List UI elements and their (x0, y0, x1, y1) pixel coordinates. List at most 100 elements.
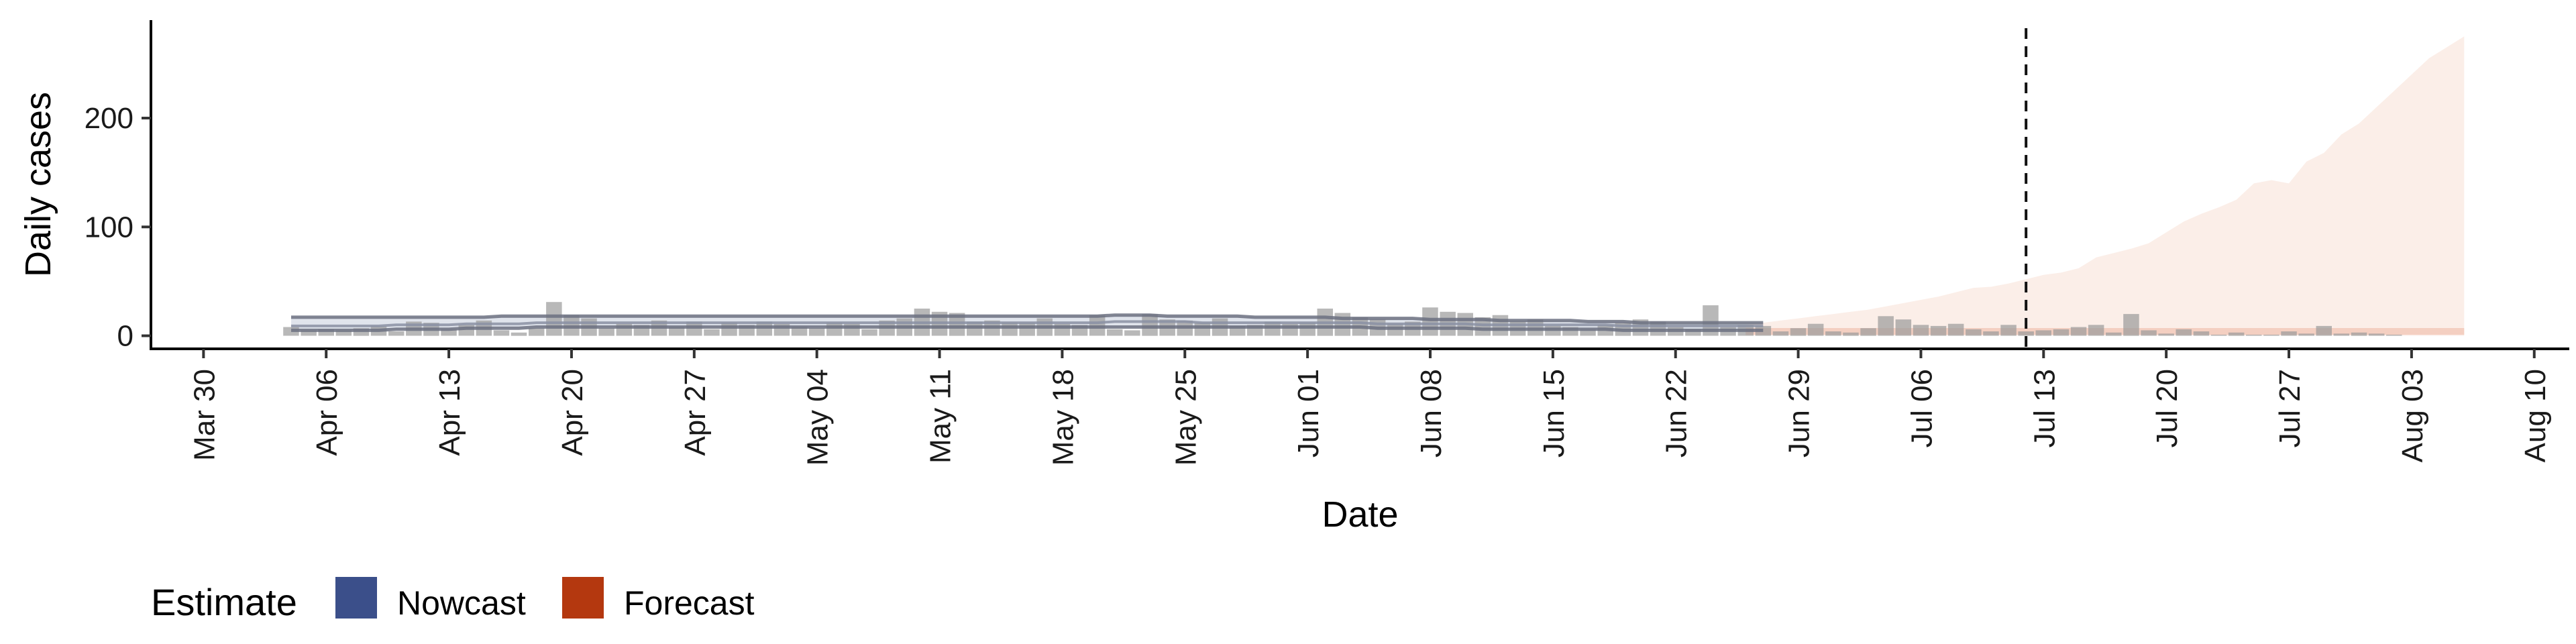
case-bar (318, 329, 334, 336)
case-bar (826, 323, 843, 336)
case-bar (1913, 325, 1929, 336)
nowcast-lower-line (291, 325, 1764, 332)
case-bar (2263, 334, 2279, 336)
case-bar (2333, 333, 2350, 336)
case-bar (1807, 323, 1824, 336)
x-tick-label: Jun 22 (1660, 369, 1693, 458)
x-tick-label: Apr 06 (311, 369, 343, 456)
case-bar (1580, 329, 1596, 336)
x-tick-label: Jun 01 (1292, 369, 1325, 458)
case-bar (668, 327, 685, 336)
case-bar (2106, 332, 2122, 336)
x-tick-label: Jun 15 (1538, 369, 1570, 458)
case-bar (721, 323, 737, 336)
case-bar (2088, 325, 2104, 336)
case-bar (1002, 323, 1018, 336)
x-axis-title: Date (1322, 494, 1398, 535)
x-tick-label: Mar 30 (188, 369, 221, 461)
estimate-bands (291, 36, 2465, 336)
case-bar (861, 329, 877, 336)
case-bar (1755, 325, 1772, 336)
case-bar (2368, 333, 2385, 336)
case-bar (791, 327, 808, 336)
reported-cases-bars (283, 302, 2402, 336)
case-bar (1019, 323, 1035, 336)
case-bar (1860, 328, 1876, 336)
case-bar (1843, 332, 1859, 336)
case-bar (1107, 329, 1123, 336)
case-bar (2210, 334, 2227, 336)
case-bar (2246, 334, 2262, 336)
nowcast-lines (291, 313, 1764, 332)
case-bar (1983, 331, 1999, 336)
nowcast-median-line (291, 320, 1764, 327)
legend-key-forecast (562, 577, 604, 619)
x-tick-label: May 11 (924, 369, 957, 464)
x-tick-label: Jul 27 (2273, 369, 2306, 447)
case-bar (1142, 314, 1158, 336)
case-bar (808, 328, 825, 336)
case-bar (1474, 317, 1491, 336)
case-bar (2141, 330, 2157, 336)
case-bar (353, 328, 370, 336)
case-bar (1772, 331, 1789, 336)
x-axis-ticks: Mar 30 Apr 06 Apr 13 Apr 20 Apr 27 May 04 May … (188, 349, 2552, 466)
case-bar (1966, 329, 1982, 336)
case-bar (1685, 329, 1701, 336)
case-bar (1825, 331, 1841, 336)
case-bar (2053, 329, 2070, 336)
x-tick-label: Jul 06 (1905, 369, 1938, 447)
x-tick-label: May 25 (1169, 369, 1202, 466)
x-tick-label: Jul 20 (2151, 369, 2184, 447)
case-bar (493, 330, 510, 336)
nowcast-upper-line (291, 313, 1764, 325)
x-tick-label: Apr 20 (556, 369, 589, 456)
case-bar (1422, 307, 1438, 336)
case-bar (949, 313, 965, 336)
case-bar (1790, 328, 1807, 336)
case-bar (2018, 331, 2034, 336)
case-bar (2000, 325, 2017, 336)
x-tick-label: Aug 03 (2396, 369, 2429, 462)
case-bar (1895, 319, 1912, 336)
y-axis-title: Daily cases (18, 92, 58, 277)
case-bar (2228, 332, 2245, 336)
case-bar (2281, 331, 2297, 336)
case-bar (1124, 330, 1140, 336)
case-bar (598, 328, 614, 336)
case-bar (2035, 330, 2051, 336)
case-bar (335, 330, 352, 336)
legend: Estimate Nowcast Forecast (151, 577, 755, 623)
forecast-band (1746, 36, 2465, 336)
legend-title: Estimate (151, 581, 297, 623)
y-tick-label: 0 (117, 320, 133, 353)
case-bar (441, 329, 457, 336)
legend-key-nowcast (335, 577, 377, 619)
case-bar (1930, 325, 1947, 336)
case-bar (1299, 323, 1316, 336)
x-tick-label: May 18 (1046, 369, 1079, 466)
case-bar (529, 328, 545, 336)
x-tick-label: May 04 (802, 369, 835, 466)
x-tick-label: Jun 29 (1783, 369, 1816, 458)
case-bar (1878, 316, 1894, 336)
x-tick-label: Apr 13 (433, 369, 466, 456)
case-bar (2070, 327, 2087, 336)
legend-label-nowcast: Nowcast (397, 584, 526, 622)
case-bar (2176, 329, 2192, 336)
case-bar (1703, 305, 1719, 336)
x-tick-label: Jun 08 (1415, 369, 1448, 458)
case-bar (301, 330, 317, 336)
case-bar (2123, 314, 2139, 336)
case-bar (2351, 332, 2367, 336)
y-axis-ticks: 0 100 200 (85, 102, 151, 353)
y-tick-label: 100 (85, 211, 133, 244)
case-bar (1947, 323, 1964, 336)
case-bar (704, 329, 720, 336)
y-tick-label: 200 (85, 102, 133, 135)
case-bar (2193, 331, 2210, 336)
x-tick-label: Apr 27 (679, 369, 712, 456)
x-tick-label: Jul 13 (2028, 369, 2061, 447)
case-bar (2316, 325, 2332, 336)
